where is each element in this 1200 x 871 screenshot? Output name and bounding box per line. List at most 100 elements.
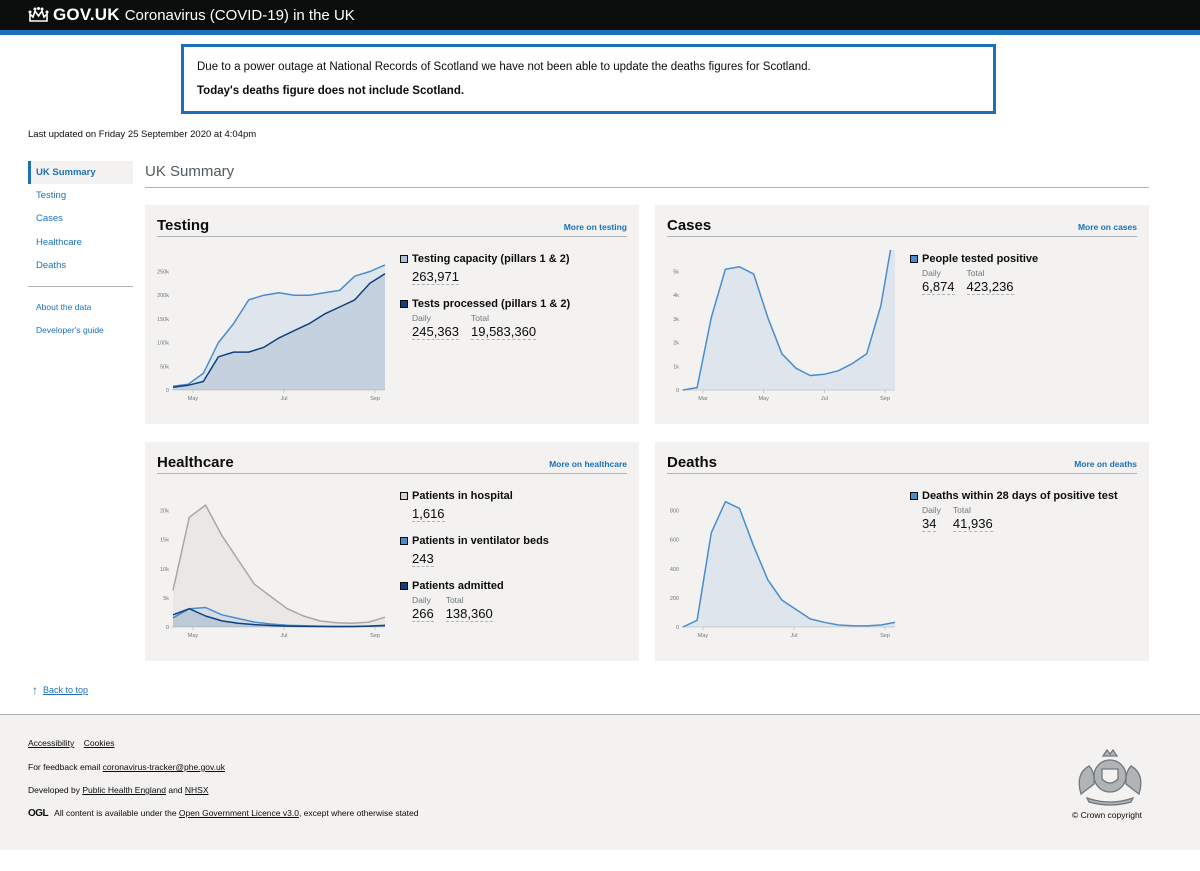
daily-value[interactable]: 6,874 — [922, 279, 955, 295]
nav-divider — [28, 286, 133, 288]
legend-swatch — [910, 255, 918, 263]
testing-metrics: Testing capacity (pillars 1 & 2) 263,971… — [400, 253, 630, 353]
y-tick-label: 0 — [676, 625, 679, 631]
daily-value[interactable]: 34 — [922, 516, 937, 532]
cookies-link[interactable]: Cookies — [83, 738, 115, 748]
x-tick-label: Sep — [880, 633, 890, 639]
series-line-1 — [172, 273, 386, 388]
nav-item-uk-summary[interactable]: UK Summary — [28, 161, 133, 184]
metric-tests-processed: Tests processed (pillars 1 & 2) Daily 245… — [400, 298, 630, 341]
feedback-email-link[interactable]: coronavirus-tracker@phe.gov.uk — [102, 762, 225, 772]
total-value[interactable]: 423,236 — [966, 279, 1014, 295]
back-to-top-link[interactable]: Back to top — [43, 685, 89, 695]
metric-testing-capacity: Testing capacity (pillars 1 & 2) 263,971 — [400, 253, 630, 286]
card-deaths: Deaths More on deaths 0 200 400 600 800 May Ju… — [655, 442, 1149, 661]
notification-banner: Due to a power outage at National Record… — [181, 44, 996, 114]
metric-value[interactable]: 1,616 — [412, 506, 445, 522]
y-tick-label: 250k — [157, 269, 169, 275]
series-area-0 — [683, 250, 895, 390]
daily-value[interactable]: 266 — [412, 606, 434, 622]
site-header: GOV.UK Coronavirus (COVID-19) in the UK — [0, 0, 1200, 35]
series-area-0 — [683, 501, 895, 627]
metric-deaths-28-days: Deaths within 28 days of positive test D… — [910, 490, 1140, 533]
y-tick-label: 4k — [673, 293, 679, 299]
y-tick-label: 3k — [673, 317, 679, 323]
header-brand[interactable]: GOV.UK Coronavirus (COVID-19) in the UK — [28, 5, 355, 25]
y-tick-label: 800 — [670, 509, 679, 515]
metric-label: Testing capacity (pillars 1 & 2) — [412, 253, 570, 265]
deaths-metrics: Deaths within 28 days of positive test D… — [910, 490, 1140, 545]
x-tick-label: May — [188, 396, 199, 402]
total-label: Total — [952, 505, 971, 515]
more-on-healthcare-link[interactable]: More on healthcare — [549, 459, 627, 469]
y-tick-label: 600 — [670, 538, 679, 544]
back-to-top[interactable]: ↑ Back to top — [32, 683, 88, 697]
metric-label: Patients admitted — [412, 580, 504, 592]
metric-patients-ventilator: Patients in ventilator beds 243 — [400, 535, 630, 568]
site-title[interactable]: Coronavirus (COVID-19) in the UK — [124, 6, 355, 24]
total-value[interactable]: 19,583,360 — [471, 324, 537, 340]
card-healthcare: Healthcare More on healthcare 0 5k 10k 15k 2… — [145, 442, 639, 661]
metric-label: Patients in hospital — [412, 490, 513, 502]
metric-value[interactable]: 243 — [412, 551, 434, 567]
healthcare-chart: 0 5k 10k 15k 20k May Jul Sep — [160, 504, 386, 639]
nav-item-healthcare[interactable]: Healthcare — [36, 236, 82, 248]
nav-item-about-data[interactable]: About the data — [36, 302, 92, 313]
y-tick-label: 200k — [157, 293, 169, 299]
nav-item-developers-guide[interactable]: Developer's guide — [36, 325, 104, 336]
testing-chart: 0 50k 100k 150k 200k 250k May Jul Sep — [157, 264, 386, 402]
series-area-1 — [173, 273, 385, 390]
x-tick-label: May — [698, 633, 709, 639]
deaths-chart: 0 200 400 600 800 May Jul Sep — [670, 500, 896, 639]
footer-developed-by: Developed by Public Health England and N… — [28, 785, 209, 795]
card-cases: Cases More on cases 0 1k 2k 3k 4k 5k Mar May Jul… — [655, 205, 1149, 424]
total-value[interactable]: 138,360 — [445, 606, 493, 622]
legend-swatch — [400, 255, 408, 263]
nav-item-cases[interactable]: Cases — [36, 213, 63, 225]
x-tick-label: May — [758, 396, 769, 402]
legend-swatch — [400, 537, 408, 545]
x-tick-label: Jul — [280, 633, 287, 639]
metric-label: Deaths within 28 days of positive test — [922, 490, 1118, 502]
nhsx-link[interactable]: NHSX — [184, 785, 209, 795]
metric-patients-in-hospital: Patients in hospital 1,616 — [400, 490, 630, 523]
site-footer: Accessibility Cookies For feedback email… — [0, 714, 1200, 850]
y-tick-label: 0 — [676, 388, 679, 394]
x-tick-label: Sep — [370, 396, 380, 402]
card-testing: Testing More on testing 0 50k 100k 150k 200k… — [145, 205, 639, 424]
nav-item-deaths[interactable]: Deaths — [36, 259, 67, 271]
y-tick-label: 5k — [673, 269, 679, 275]
royal-coat-of-arms-icon — [1078, 748, 1142, 806]
banner-line-2: Today's deaths figure does not include S… — [197, 85, 465, 97]
daily-value[interactable]: 245,363 — [412, 324, 459, 340]
daily-label: Daily — [922, 268, 941, 278]
nav-item-testing[interactable]: Testing — [36, 190, 67, 201]
y-tick-label: 5k — [163, 596, 169, 602]
more-on-cases-link[interactable]: More on cases — [1077, 222, 1137, 232]
cases-chart: 0 1k 2k 3k 4k 5k Mar May Jul Sep — [673, 250, 895, 402]
series-area-0 — [173, 505, 385, 627]
card-title: Deaths — [667, 454, 718, 471]
metric-patients-admitted: Patients admitted Daily 266 Total 138,360 — [400, 580, 630, 623]
phe-link[interactable]: Public Health England — [82, 785, 166, 795]
total-label: Total — [966, 268, 985, 278]
footer-links: Accessibility Cookies — [28, 738, 114, 748]
y-tick-label: 50k — [160, 364, 169, 370]
y-tick-label: 15k — [160, 538, 169, 544]
more-on-testing-link[interactable]: More on testing — [563, 222, 627, 232]
metric-value[interactable]: 263,971 — [412, 269, 459, 285]
accessibility-link[interactable]: Accessibility — [28, 738, 75, 748]
metric-label: Tests processed (pillars 1 & 2) — [412, 298, 571, 310]
govuk-logo-text: GOV.UK — [53, 5, 120, 24]
total-value[interactable]: 41,936 — [952, 516, 993, 532]
licence-link[interactable]: Open Government Licence v3.0 — [178, 808, 299, 818]
y-tick-label: 2k — [673, 341, 679, 347]
metric-label: Patients in ventilator beds — [412, 535, 549, 547]
card-title: Testing — [157, 217, 210, 234]
card-header: Deaths More on deaths — [667, 454, 1137, 474]
x-tick-label: Jul — [821, 396, 828, 402]
x-tick-label: Sep — [370, 633, 380, 639]
card-header: Testing More on testing — [157, 217, 627, 237]
y-tick-label: 100k — [157, 341, 169, 347]
more-on-deaths-link[interactable]: More on deaths — [1074, 459, 1137, 469]
